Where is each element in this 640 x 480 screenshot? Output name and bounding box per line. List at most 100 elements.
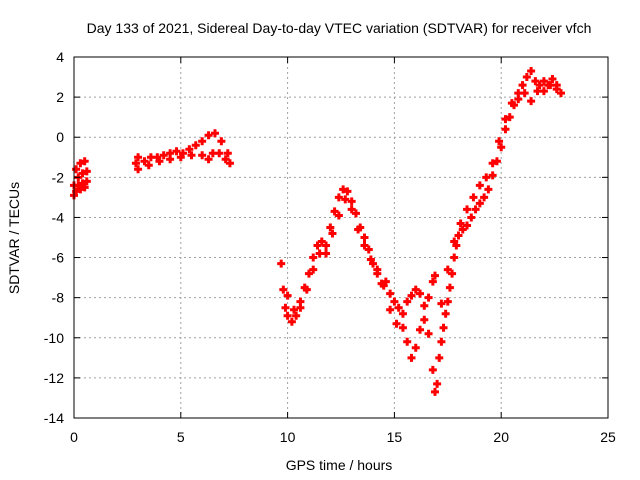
data-point: [450, 237, 459, 246]
data-point: [225, 159, 234, 168]
data-point: [552, 85, 561, 94]
data-point: [172, 147, 181, 156]
data-point: [435, 353, 444, 362]
data-point: [411, 343, 420, 352]
data-point: [339, 185, 348, 194]
data-point: [535, 81, 544, 90]
y-tick-label: -6: [52, 250, 65, 266]
grid: [74, 57, 608, 418]
data-point: [155, 157, 164, 166]
data-point: [302, 285, 311, 294]
y-axis-ticks: 4 2 0 -2 -4 -6 -8 -10 -12 -14: [44, 49, 608, 426]
data-point: [548, 75, 557, 84]
data-point: [204, 131, 213, 140]
data-point: [463, 205, 472, 214]
data-point: [443, 297, 452, 306]
data-point: [322, 249, 331, 258]
x-axis-label: GPS time / hours: [286, 457, 393, 473]
data-point: [392, 319, 401, 328]
data-point: [488, 159, 497, 168]
data-point: [215, 149, 224, 158]
y-tick-label: -4: [52, 209, 65, 225]
data-point: [437, 299, 446, 308]
data-point: [326, 223, 335, 232]
data-point: [223, 149, 232, 158]
data-point: [439, 323, 448, 332]
data-point: [80, 183, 89, 192]
data-point: [441, 309, 450, 318]
data-point: [204, 155, 213, 164]
data-point: [407, 291, 416, 300]
data-point: [277, 259, 286, 268]
data-point: [450, 253, 459, 262]
data-point: [443, 265, 452, 274]
data-point: [360, 241, 369, 250]
data-point: [379, 281, 388, 290]
data-point: [281, 303, 290, 312]
data-point: [497, 143, 506, 152]
y-tick-label: -10: [44, 330, 64, 346]
data-point: [475, 181, 484, 190]
data-point: [394, 303, 403, 312]
data-point: [522, 73, 531, 82]
chart-title: Day 133 of 2021, Sidereal Day-to-day VTE…: [87, 20, 592, 36]
data-point: [386, 289, 395, 298]
data-point: [334, 193, 343, 202]
data-point: [159, 151, 168, 160]
data-point: [411, 285, 420, 294]
data-point: [467, 213, 476, 222]
x-tick-label: 15: [387, 429, 403, 445]
y-tick-label: -8: [52, 290, 65, 306]
data-point: [330, 207, 339, 216]
x-tick-label: 25: [600, 429, 616, 445]
data-point: [166, 155, 175, 164]
data-point: [471, 205, 480, 214]
data-point: [492, 157, 501, 166]
data-point: [520, 89, 529, 98]
data-point: [217, 137, 226, 146]
data-point: [328, 229, 337, 238]
data-point: [454, 231, 463, 240]
data-point: [296, 303, 305, 312]
data-point: [505, 113, 514, 122]
data-point: [313, 241, 322, 250]
data-point: [531, 77, 540, 86]
data-point: [527, 67, 536, 76]
data-point: [292, 311, 301, 320]
data-point: [482, 173, 491, 182]
data-points: [70, 67, 566, 396]
data-point: [80, 157, 89, 166]
data-point: [420, 301, 429, 310]
data-point: [76, 159, 85, 168]
data-point: [82, 167, 91, 176]
data-point: [518, 81, 527, 90]
data-point: [416, 325, 425, 334]
y-axis-label: SDTVAR / TECUs: [6, 182, 22, 294]
data-point: [322, 241, 331, 250]
x-tick-label: 10: [280, 429, 296, 445]
data-point: [456, 219, 465, 228]
data-point: [176, 153, 185, 162]
data-point: [424, 329, 433, 338]
data-point: [448, 269, 457, 278]
data-point: [386, 305, 395, 314]
x-tick-label: 20: [493, 429, 509, 445]
data-point: [347, 197, 356, 206]
data-point: [463, 221, 472, 230]
data-point: [488, 171, 497, 180]
data-point: [140, 157, 149, 166]
data-point: [287, 317, 296, 326]
data-point: [360, 233, 369, 242]
data-point: [390, 297, 399, 306]
data-point: [430, 271, 439, 280]
data-point: [185, 145, 194, 154]
data-point: [354, 225, 363, 234]
data-point: [198, 137, 207, 146]
data-point: [469, 193, 478, 202]
data-point: [546, 81, 555, 90]
data-point: [279, 285, 288, 294]
data-point: [191, 141, 200, 150]
data-point: [501, 115, 510, 124]
data-point: [134, 165, 143, 174]
data-point: [221, 155, 230, 164]
